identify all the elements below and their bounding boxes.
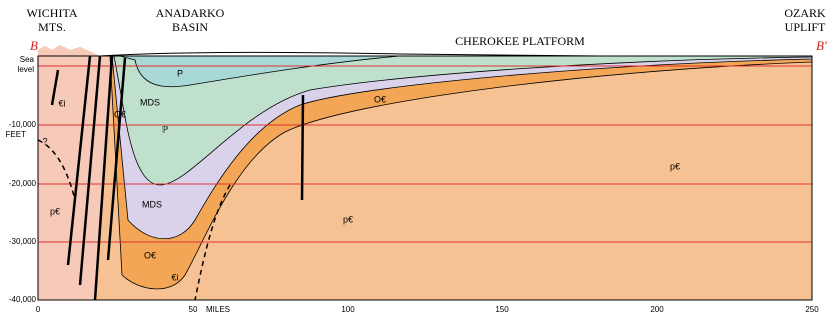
distance-label: 100 <box>341 305 355 314</box>
unit-label: O€ <box>374 94 386 104</box>
section-end: B' <box>816 38 827 53</box>
depth-label: -40,000 <box>9 295 37 304</box>
distance-unit: MILES <box>206 305 230 314</box>
distance-label: 200 <box>650 305 664 314</box>
unit-label: O€ <box>114 109 126 119</box>
unit-label: MDS <box>140 97 160 107</box>
unit-label: ? <box>42 136 47 146</box>
unit-label: MDS <box>142 199 162 209</box>
unit-label: p€ <box>670 161 680 171</box>
distance-label: 50 <box>189 305 198 314</box>
unit-label: €i <box>58 98 65 108</box>
cross-section: WICHITA MTS. ANADARKO BASIN CHEROKEE PLA… <box>0 0 830 318</box>
place-label: CHEROKEE PLATFORM <box>455 34 585 48</box>
place-label: ANADARKO <box>156 6 225 20</box>
distance-label: 250 <box>805 305 819 314</box>
place-label: BASIN <box>172 20 208 34</box>
depth-label: -10,000 <box>9 120 37 129</box>
section-end: B <box>30 38 38 53</box>
depth-unit: FEET <box>6 130 27 139</box>
unit-label: ℙ <box>162 124 168 134</box>
distance-label: 150 <box>495 305 509 314</box>
depth-label: level <box>18 65 35 74</box>
unit-label: O€ <box>144 250 156 260</box>
place-label: WICHITA <box>26 6 77 20</box>
place-label: MTS. <box>38 20 66 34</box>
land-surface <box>100 52 812 56</box>
place-label: OZARK <box>784 6 826 20</box>
depth-label: Sea <box>20 55 35 64</box>
unit-label: p€ <box>50 206 60 216</box>
unit-label: €i <box>171 272 178 282</box>
depth-label: -20,000 <box>9 179 37 188</box>
distance-label: 0 <box>36 305 41 314</box>
place-label: UPLIFT <box>785 20 826 34</box>
unit-label: P <box>177 68 183 78</box>
depth-label: -30,000 <box>9 237 37 246</box>
unit-label: p€ <box>343 214 353 224</box>
